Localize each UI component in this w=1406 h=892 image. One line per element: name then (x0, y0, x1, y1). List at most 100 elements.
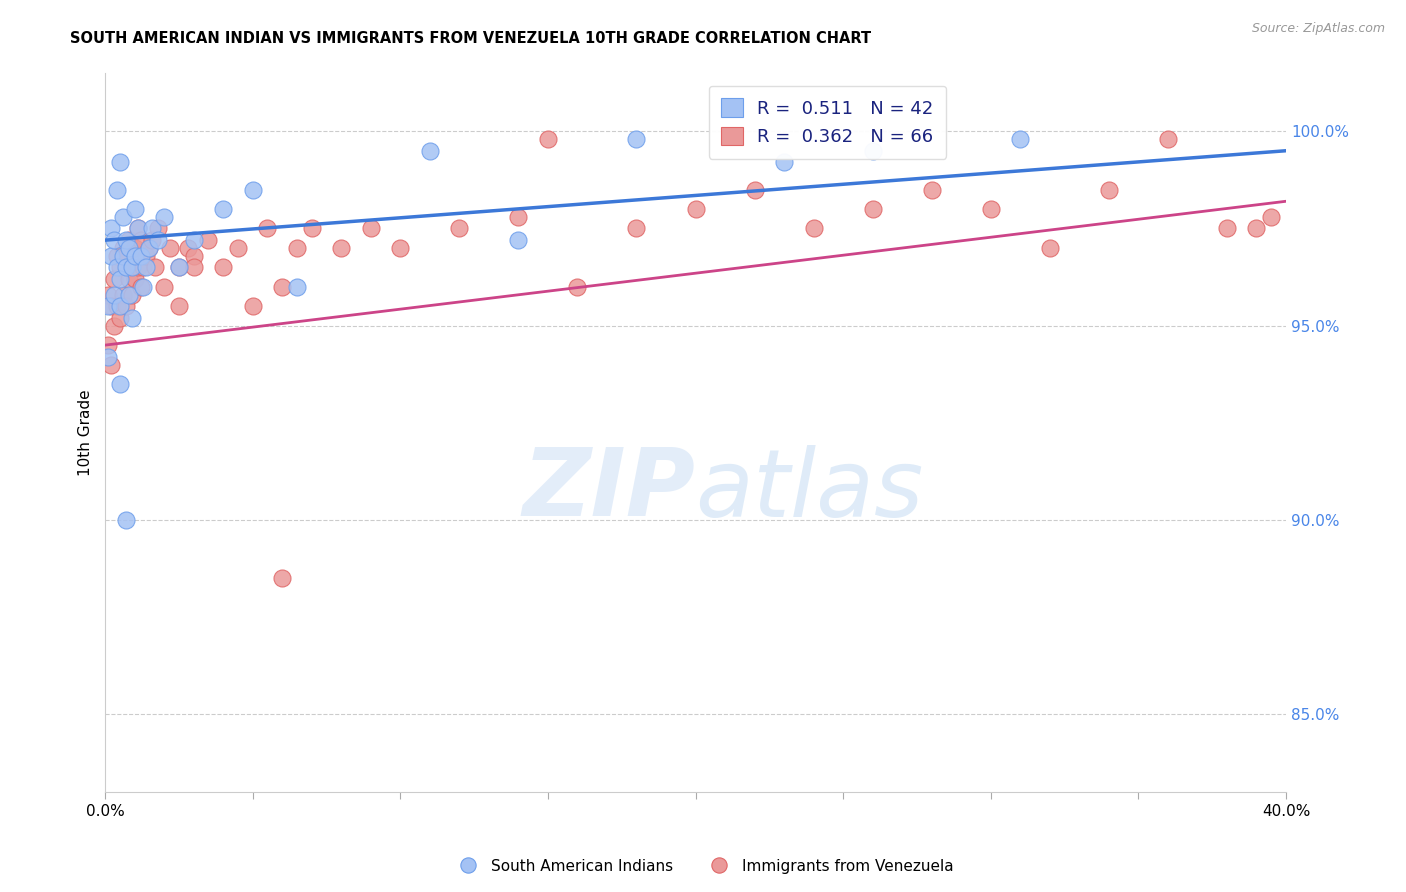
Point (803, 221, 825, 235)
Point (183, 249, 205, 263)
Point (167, 299, 190, 313)
Point (118, 241, 141, 255)
Point (212, 260, 235, 275)
Point (226, 241, 249, 255)
Point (167, 260, 190, 275)
Point (114, 233, 136, 247)
Point (685, 202, 707, 216)
Point (1157, 132, 1180, 146)
Point (980, 202, 1002, 216)
Point (129, 280, 152, 294)
Point (626, 221, 648, 235)
Point (449, 221, 471, 235)
Point (773, 155, 796, 169)
Point (153, 280, 176, 294)
Point (103, 233, 125, 247)
Point (121, 310, 143, 325)
Point (1260, 210, 1282, 224)
Point (114, 249, 136, 263)
Text: Source: ZipAtlas.com: Source: ZipAtlas.com (1251, 22, 1385, 36)
Point (1010, 132, 1032, 146)
Point (97, 299, 120, 313)
Point (626, 132, 648, 146)
Point (127, 221, 149, 235)
Point (114, 513, 136, 527)
Text: SOUTH AMERICAN INDIAN VS IMMIGRANTS FROM VENEZUELA 10TH GRADE CORRELATION CHART: SOUTH AMERICAN INDIAN VS IMMIGRANTS FROM… (70, 31, 872, 46)
Point (508, 233, 530, 247)
Point (212, 202, 235, 216)
Point (419, 144, 441, 158)
Text: ZIP: ZIP (523, 444, 696, 536)
Point (138, 241, 160, 255)
Point (744, 183, 766, 197)
Point (167, 260, 190, 275)
Point (148, 221, 170, 235)
Point (159, 241, 181, 255)
Point (330, 241, 353, 255)
Point (127, 260, 149, 275)
Point (862, 144, 884, 158)
Point (108, 310, 131, 325)
Point (143, 260, 166, 275)
Point (138, 241, 160, 255)
Point (197, 233, 219, 247)
Point (118, 272, 141, 286)
Point (118, 233, 141, 247)
Point (97, 287, 120, 301)
Point (141, 221, 163, 235)
Legend: R =  0.511   N = 42, R =  0.362   N = 66: R = 0.511 N = 42, R = 0.362 N = 66 (709, 86, 946, 159)
Point (1246, 221, 1268, 235)
Point (537, 132, 560, 146)
Point (242, 183, 264, 197)
Point (153, 210, 176, 224)
Point (111, 210, 134, 224)
Point (285, 280, 308, 294)
Point (921, 183, 943, 197)
Point (567, 280, 589, 294)
Point (100, 249, 122, 263)
Point (105, 183, 128, 197)
Point (285, 241, 308, 255)
Point (127, 221, 149, 235)
Point (121, 260, 143, 275)
Point (100, 358, 122, 372)
Point (1039, 241, 1062, 255)
Point (360, 221, 382, 235)
Point (103, 318, 125, 333)
Point (124, 272, 146, 286)
Point (111, 287, 134, 301)
Point (508, 210, 530, 224)
Point (124, 202, 146, 216)
Point (862, 202, 884, 216)
Point (114, 299, 136, 313)
Point (111, 249, 134, 263)
Point (148, 233, 170, 247)
Point (271, 571, 294, 585)
Point (141, 233, 163, 247)
Point (124, 241, 146, 255)
Point (183, 260, 205, 275)
Point (108, 299, 131, 313)
Legend: South American Indians, Immigrants from Venezuela: South American Indians, Immigrants from … (447, 853, 959, 880)
Point (1216, 221, 1239, 235)
Point (177, 241, 200, 255)
Point (103, 287, 125, 301)
Text: atlas: atlas (696, 444, 924, 535)
Point (108, 272, 131, 286)
Point (100, 299, 122, 313)
Point (105, 299, 128, 313)
Point (97, 338, 120, 352)
Point (129, 249, 152, 263)
Point (124, 249, 146, 263)
Point (105, 260, 128, 275)
Point (111, 241, 134, 255)
Point (1098, 183, 1121, 197)
Point (301, 221, 323, 235)
Point (132, 280, 155, 294)
Point (242, 299, 264, 313)
Point (271, 280, 294, 294)
Point (108, 376, 131, 391)
Point (100, 221, 122, 235)
Y-axis label: 10th Grade: 10th Grade (79, 389, 93, 476)
Point (121, 287, 143, 301)
